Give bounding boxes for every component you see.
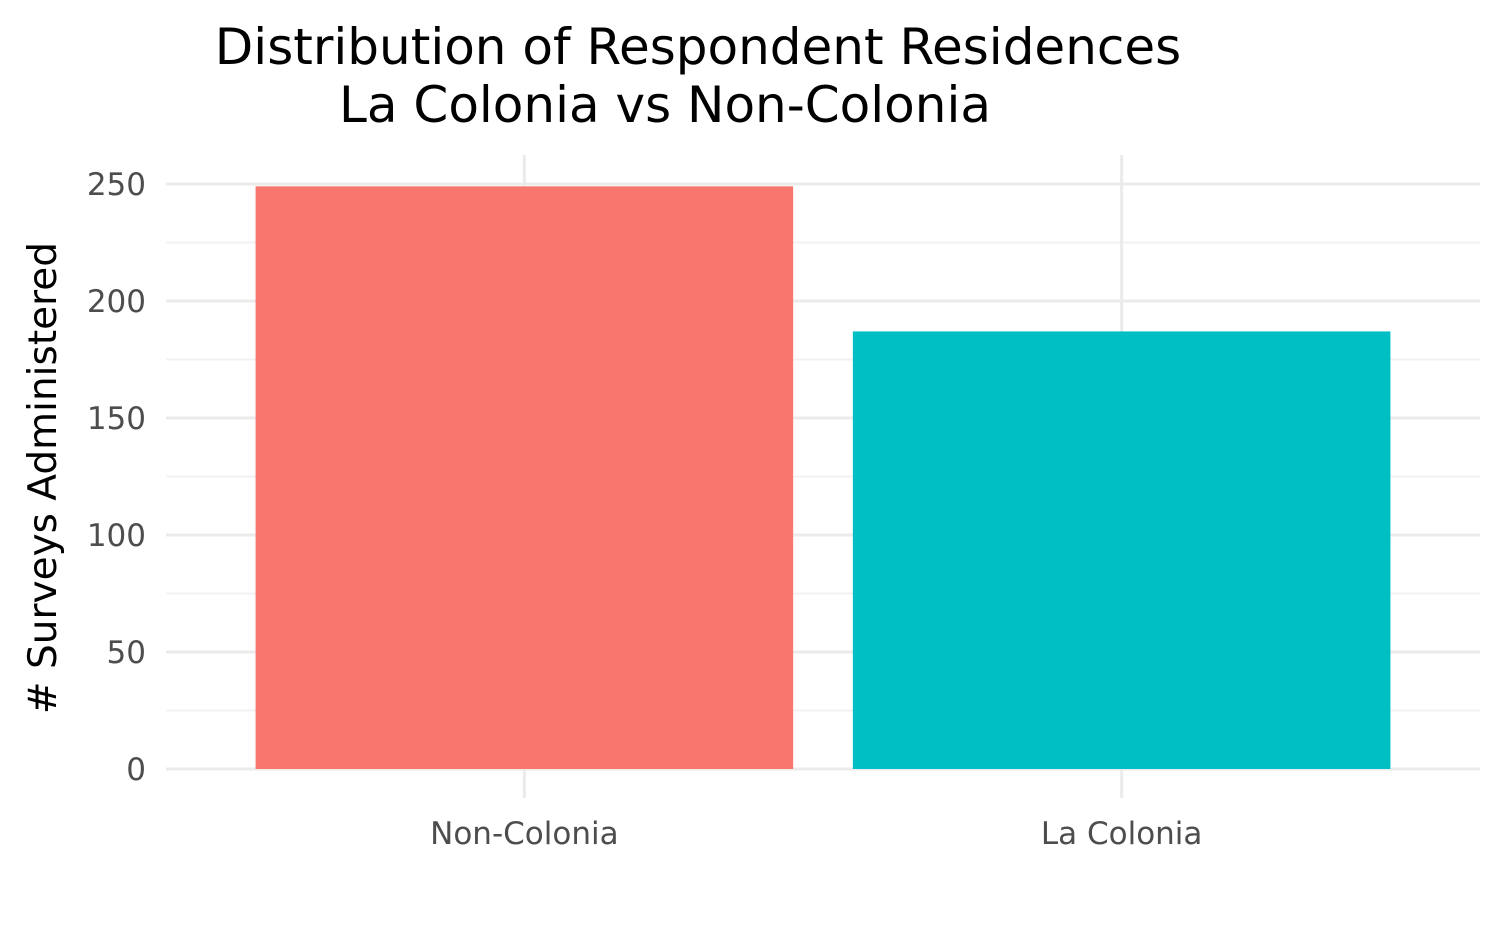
y-tick-label: 150 [87, 401, 146, 437]
x-tick-label: La Colonia [1041, 816, 1203, 852]
y-tick-label: 0 [126, 752, 146, 788]
chart-title: Distribution of Respondent Residences La… [215, 18, 1181, 134]
bar-non-colonia [255, 186, 794, 770]
y-axis-title: # Surveys Administered [21, 242, 66, 714]
y-tick-label: 100 [87, 518, 146, 554]
bar-la-colonia [852, 331, 1391, 769]
x-axis-tick-labels: Non-Colonia La Colonia [430, 816, 1202, 852]
y-axis-tick-labels: 0 50 100 150 200 250 [87, 167, 146, 788]
x-tick-label: Non-Colonia [430, 816, 618, 852]
y-tick-label: 50 [107, 635, 146, 671]
y-tick-label: 250 [87, 167, 146, 203]
y-tick-label: 200 [87, 284, 146, 320]
bars [255, 186, 1391, 770]
chart-title-line-2: La Colonia vs Non-Colonia [339, 76, 991, 134]
chart-title-line-1: Distribution of Respondent Residences [215, 18, 1181, 76]
